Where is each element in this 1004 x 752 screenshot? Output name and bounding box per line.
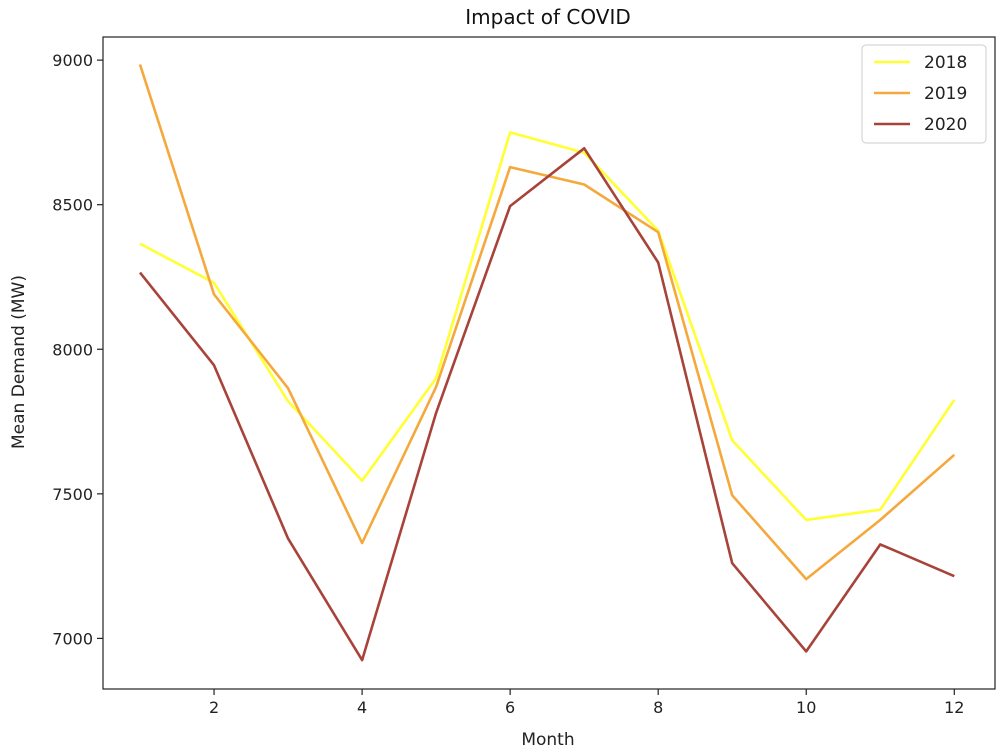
- series-group: [138, 64, 956, 662]
- x-tick-label: 10: [796, 698, 816, 717]
- y-tick-label: 7000: [52, 629, 93, 648]
- x-axis-label: Month: [521, 730, 574, 750]
- y-axis: 7000 7500 8000 8500 9000: [52, 51, 103, 648]
- legend-box: [861, 44, 987, 144]
- x-axis: 2 4 6 8 10 12: [209, 689, 964, 717]
- y-tick-label: 9000: [52, 51, 93, 70]
- x-tick-label: 12: [944, 698, 964, 717]
- x-tick-label: 4: [357, 698, 367, 717]
- plot-area: [102, 36, 996, 690]
- y-tick-label: 8500: [52, 196, 93, 215]
- legend-label-2018: 2018: [924, 53, 967, 73]
- y-axis-label: Mean Demand (MW): [9, 275, 29, 449]
- chart-title: Impact of COVID: [465, 5, 631, 29]
- y-tick-label: 8000: [52, 340, 93, 359]
- x-tick-label: 2: [209, 698, 219, 717]
- plot-frame: [102, 36, 996, 690]
- legend-label-2020: 2020: [924, 115, 967, 135]
- y-tick-label: 7500: [52, 485, 93, 504]
- series-line-2020: [138, 147, 955, 662]
- x-tick-label: 6: [505, 698, 515, 717]
- series-line-2018: [139, 131, 956, 522]
- x-tick-label: 8: [653, 698, 663, 717]
- legend: 2018 2019 2020: [861, 44, 987, 144]
- legend-label-2019: 2019: [924, 84, 967, 104]
